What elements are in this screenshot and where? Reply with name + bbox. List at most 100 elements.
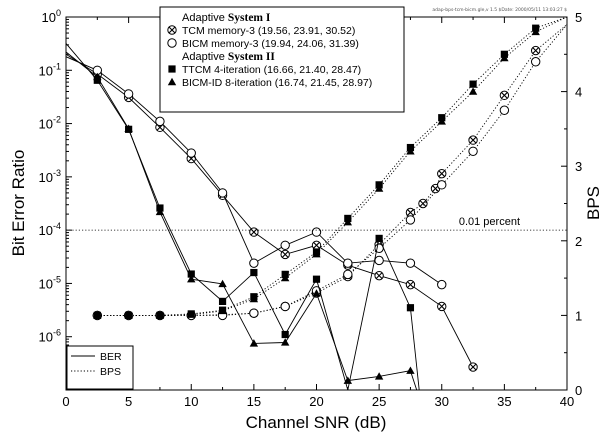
- marker-cross: [438, 303, 446, 310]
- marker-square: [375, 234, 383, 242]
- bps-point-bicmid: [374, 184, 384, 192]
- x-tick-label: 20: [309, 394, 323, 409]
- marker-circle: [405, 215, 416, 225]
- ber-point-bicmid: [218, 279, 227, 288]
- marker-triangle: [406, 147, 415, 155]
- marker-triangle: [187, 275, 196, 283]
- tick-exponent: -1: [53, 61, 61, 71]
- marker-triangle: [343, 217, 353, 226]
- series-bicmid: [66, 17, 567, 390]
- bps-point-tcm: [499, 90, 510, 101]
- legend-heading-bold: System II: [228, 51, 275, 63]
- bps-point-bicmid: [218, 306, 227, 315]
- x-tick-label: 35: [497, 394, 511, 409]
- y-right-tick-label: 5: [575, 10, 582, 25]
- bps-point-bicm: [280, 301, 290, 312]
- legend-entry-bicmid: BICM-ID 8-iteration (16.74, 21.45, 28.97…: [182, 77, 372, 89]
- ber-point-bicm: [280, 240, 290, 250]
- marker-triangle: [312, 250, 321, 258]
- legend-style-label-ber: BER: [100, 351, 122, 363]
- ber-point-bicmid: [124, 124, 133, 132]
- ber-point-tcm: [374, 270, 384, 281]
- marker-circle: [217, 188, 228, 198]
- marker-cross: [419, 200, 427, 207]
- bps-point-tcm: [437, 168, 447, 179]
- marker-triangle: [468, 87, 478, 95]
- legend-entry-bicm: BICM memory-3 (19.94, 24.06, 31.39): [182, 38, 359, 50]
- marker-triangle: [249, 294, 259, 303]
- ber-point-ttcm: [218, 297, 227, 305]
- y-left-axis-title: Bit Error Ratio: [9, 150, 28, 257]
- y-left-tick-label: 10-4: [39, 221, 61, 238]
- marker-triangle: [93, 311, 102, 319]
- y-right-tick-label: 3: [575, 159, 582, 174]
- bps-point-tcm: [530, 45, 541, 56]
- ber-point-bicm: [217, 188, 228, 198]
- y-left-tick-label: 10-1: [39, 61, 61, 78]
- tick-mantissa: 10: [39, 170, 53, 185]
- ber-point-bicmid: [406, 366, 415, 374]
- bps-point-bicmid: [343, 217, 353, 226]
- bps-point-bicmid: [468, 87, 478, 95]
- marker-cross: [532, 47, 540, 54]
- ber-point-bicm: [311, 227, 322, 237]
- marker-cross: [407, 281, 414, 289]
- marker-triangle: [124, 124, 133, 132]
- y-left-tick-label: 100: [42, 8, 61, 25]
- tick-exponent: -6: [53, 328, 61, 338]
- x-tick-label: 10: [184, 394, 198, 409]
- marker-triangle: [167, 77, 177, 86]
- ber-point-ttcm: [93, 76, 101, 84]
- y-right-tick-label: 4: [575, 85, 582, 100]
- y-right-tick-label: 2: [575, 234, 582, 249]
- marker-cross: [313, 241, 320, 249]
- bps-point-bicmid: [280, 273, 290, 282]
- ber-point-bicmid: [312, 289, 321, 297]
- marker-triangle: [531, 27, 540, 36]
- y-left-tick-label: 10-2: [39, 115, 61, 132]
- ber-point-tcm: [311, 240, 322, 250]
- bps-point-bicmid: [312, 250, 321, 258]
- marker-circle: [437, 180, 447, 190]
- marker-square: [406, 304, 415, 312]
- tick-mantissa: 10: [39, 330, 53, 345]
- marker-circle: [499, 105, 510, 115]
- marker-triangle: [374, 184, 384, 192]
- marker-cross: [407, 209, 414, 216]
- legend-group-heading: Adaptive System I: [182, 12, 271, 24]
- x-tick-label: 40: [560, 394, 574, 409]
- ber-point-bicmid: [187, 275, 196, 283]
- marker-circle: [280, 301, 290, 312]
- marker-square: [469, 80, 477, 88]
- marker-cross: [469, 136, 477, 144]
- marker-circle: [155, 116, 165, 127]
- ber-point-bicmid: [93, 72, 102, 81]
- marker-triangle: [218, 306, 227, 315]
- ber-point-tcm: [405, 279, 416, 290]
- ber-point-bicm: [249, 258, 259, 268]
- marker-circle: [249, 258, 259, 268]
- legend-marker-bicm: [167, 38, 177, 48]
- bps-point-bicmid: [187, 310, 196, 318]
- y-left-tick-label: 10-3: [39, 168, 61, 185]
- ber-point-ttcm: [406, 304, 415, 312]
- reference-line-label: 0.01 percent: [459, 216, 520, 228]
- bps-point-bicm: [468, 146, 478, 156]
- reference-line-layer: 0.01 percent: [66, 216, 567, 231]
- ber-point-bicmid: [343, 376, 353, 384]
- ber-point-tcm: [249, 227, 259, 237]
- legend-style-label-bps: BPS: [100, 366, 121, 378]
- bps-point-bicmid: [437, 117, 446, 125]
- ber-point-bicmid: [374, 372, 384, 380]
- legend-main-box: [159, 6, 405, 113]
- ber-point-ttcm: [375, 234, 383, 242]
- ber-point-ttcm: [281, 330, 289, 339]
- tick-exponent: -5: [53, 274, 61, 284]
- bps-point-bicm: [499, 105, 510, 115]
- marker-triangle: [93, 72, 102, 81]
- marker-square: [187, 270, 195, 278]
- bps-point-bicmid: [155, 311, 165, 319]
- tick-mantissa: 10: [42, 10, 56, 25]
